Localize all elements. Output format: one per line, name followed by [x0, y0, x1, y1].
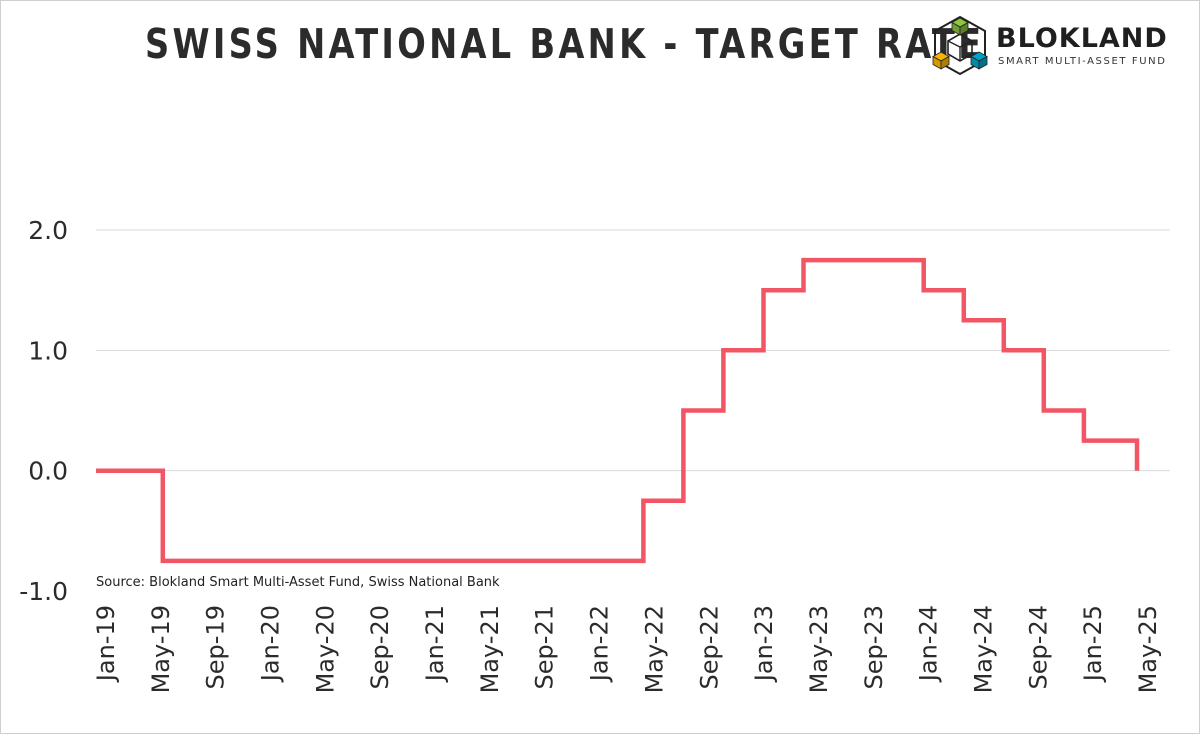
x-tick-label: Jan-23	[750, 605, 778, 683]
x-tick-label: May-19	[147, 605, 175, 693]
green-cube	[951, 17, 969, 36]
x-tick-label: Jan-19	[92, 605, 120, 683]
source-note: Source: Blokland Smart Multi-Asset Fund,…	[96, 575, 500, 590]
x-tick-label: Sep-23	[860, 605, 888, 689]
blue-cube	[970, 51, 988, 70]
logo-name: BLOKLAND	[996, 23, 1168, 54]
brand-logo: BLOKLAND SMART MULTI-ASSET FUND	[930, 14, 1190, 76]
y-tick-label: 1.0	[28, 336, 68, 365]
x-tick-label: Jan-25	[1079, 605, 1107, 683]
x-tick-label: Jan-21	[421, 605, 449, 683]
x-tick-label: Sep-24	[1024, 605, 1052, 689]
y-tick-label: -1.0	[19, 577, 68, 606]
x-tick-label: Sep-22	[695, 605, 723, 689]
series-layer	[96, 257, 1140, 564]
cube-logo-icon	[932, 15, 988, 76]
x-tick-label: May-22	[640, 605, 668, 693]
series-line	[96, 257, 1140, 564]
grid-lines	[96, 229, 1170, 472]
x-axis-ticks: Jan-19 May-19 Sep-19 Jan-20 May-20 Sep-20 Jan-…	[92, 605, 1162, 693]
x-tick-label: May-23	[805, 605, 833, 693]
x-tick-label: Sep-21	[531, 605, 559, 689]
x-tick-label: Jan-20	[257, 605, 285, 683]
x-tick-label: Jan-24	[915, 605, 943, 683]
yellow-cube	[932, 51, 950, 70]
x-tick-label: May-24	[969, 605, 997, 693]
y-axis-ticks: 2.0 1.0 0.0 -1.0	[19, 216, 68, 606]
y-tick-label: 2.0	[28, 216, 68, 245]
x-tick-label: May-21	[476, 605, 504, 693]
x-tick-label: May-25	[1134, 605, 1162, 693]
x-tick-label: Jan-22	[586, 605, 614, 683]
x-tick-label: May-20	[311, 605, 339, 693]
x-tick-label: Sep-20	[366, 605, 394, 689]
logo-tagline: SMART MULTI-ASSET FUND	[998, 56, 1167, 67]
y-tick-label: 0.0	[28, 457, 68, 486]
x-tick-label: Sep-19	[202, 605, 230, 689]
